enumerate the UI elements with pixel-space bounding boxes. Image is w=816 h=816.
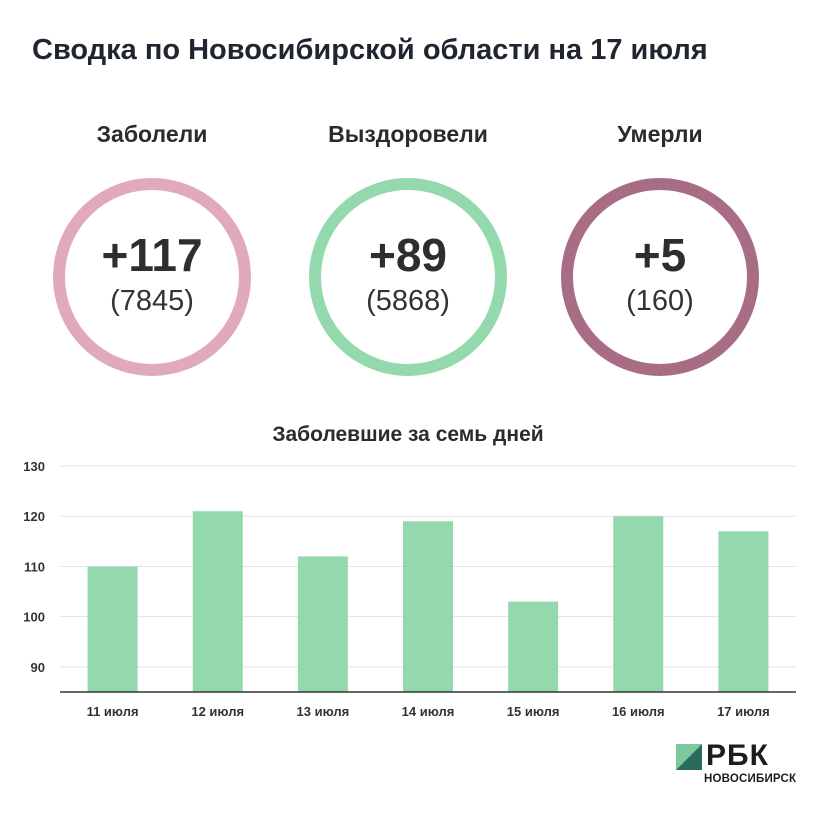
y-tick-label: 90 xyxy=(31,660,45,675)
rbc-logo: РБК НОВОСИБИРСК xyxy=(676,739,808,792)
bar-1 xyxy=(87,566,138,692)
page-title: Сводка по Новосибирской области на 17 ию… xyxy=(32,34,708,66)
rbc-logo-subtitle: НОВОСИБИРСК xyxy=(704,773,797,785)
x-tick-label: 16 июля xyxy=(612,704,665,719)
x-tick-label: 15 июля xyxy=(507,704,560,719)
stat-recovered-total: (5868) xyxy=(366,285,450,317)
x-tick-label: 11 июля xyxy=(87,704,139,719)
stat-recovered-label: Выздоровели xyxy=(328,121,488,147)
bar-6 xyxy=(613,516,664,692)
stat-deaths-ring: +5 (160) xyxy=(561,178,759,376)
stat-infected-label: Заболели xyxy=(96,121,208,147)
stat-infected: Заболели +117 (7845) xyxy=(22,118,282,376)
stat-deaths-total: (160) xyxy=(626,285,694,317)
x-tick-label: 12 июля xyxy=(191,704,244,719)
x-tick-label: 14 июля xyxy=(402,704,455,719)
y-tick-label: 120 xyxy=(23,509,45,524)
stat-infected-total: (7845) xyxy=(110,285,194,317)
stat-deaths-delta: +5 xyxy=(633,229,687,281)
stat-deaths-label: Умерли xyxy=(617,121,703,147)
stat-recovered: Выздоровели +89 (5868) xyxy=(278,118,538,376)
bar-7 xyxy=(718,531,769,692)
bar-3 xyxy=(297,556,348,692)
y-tick-label: 110 xyxy=(24,559,45,574)
rbc-logo-mark-icon xyxy=(676,744,702,770)
stat-infected-delta: +117 xyxy=(101,229,203,281)
stat-recovered-ring: +89 (5868) xyxy=(309,178,507,376)
rbc-logo-text: РБК xyxy=(706,739,769,772)
bar-2 xyxy=(192,511,243,692)
x-tick-label: 17 июля xyxy=(717,704,770,719)
bar-5 xyxy=(508,601,559,692)
y-tick-label: 100 xyxy=(23,610,45,625)
stat-recovered-delta: +89 xyxy=(368,229,448,281)
bar-4 xyxy=(403,521,453,692)
chart-title: Заболевшие за семь дней xyxy=(272,423,544,446)
y-tick-label: 130 xyxy=(23,459,45,474)
x-tick-label: 13 июля xyxy=(297,704,350,719)
stat-deaths: Умерли +5 (160) xyxy=(530,118,790,376)
stat-infected-ring: +117 (7845) xyxy=(53,178,251,376)
bar-chart: 90 100 110 120 130 11 июля 12 июля 13 июля 14 и… xyxy=(23,459,796,719)
